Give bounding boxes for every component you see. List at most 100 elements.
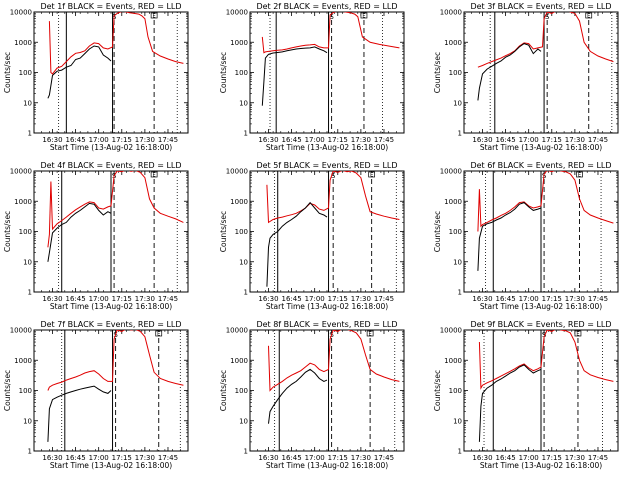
x-tick-label: 17:15 [112, 295, 132, 303]
x-tick-label: 17:45 [588, 295, 608, 303]
y-tick-label: 100 [449, 69, 462, 77]
end-marker-box [150, 171, 158, 178]
y-tick-label: 10000 [226, 9, 248, 17]
x-tick-label: 17:15 [542, 295, 562, 303]
x-tick-label: 17:15 [328, 295, 348, 303]
y-tick-label: 100 [235, 387, 248, 395]
y-tick-label: 1000 [444, 39, 462, 47]
y-tick-label: 10 [239, 258, 248, 266]
y-tick-label: 1000 [444, 198, 462, 206]
x-tick-label: 17:15 [328, 136, 348, 144]
panel-9: Det 9f BLACK = Events, RED = LLD 1 10 100 10… [433, 320, 619, 470]
events-series-line [478, 364, 542, 442]
y-tick-label: 100 [19, 387, 32, 395]
y-tick-label: 10000 [440, 168, 462, 176]
end-marker-box [585, 12, 593, 19]
end-marker-box [150, 12, 158, 19]
x-axis-label: Start Time (13-Aug-02 16:18:00) [266, 461, 388, 470]
y-tick-label: 10 [239, 417, 248, 425]
y-tick-label: 1000 [230, 39, 248, 47]
y-tick-label: 1 [244, 448, 248, 456]
events-series-line [47, 385, 112, 442]
x-tick-label: 16:30 [472, 454, 492, 462]
y-tick-label: 1000 [230, 357, 248, 365]
x-tick-label: 16:45 [495, 136, 515, 144]
x-tick-label: 17:00 [519, 295, 539, 303]
x-tick-label: 16:45 [495, 454, 515, 462]
y-axis-label: Counts/sec [433, 211, 442, 252]
x-tick-label: 17:45 [374, 295, 394, 303]
x-tick-label: 17:45 [374, 136, 394, 144]
x-tick-label: 16:45 [65, 136, 85, 144]
y-tick-label: 1 [458, 448, 462, 456]
end-marker-box [368, 171, 376, 178]
y-axis-label: Counts/sec [219, 370, 228, 411]
x-tick-label: 17:00 [89, 454, 109, 462]
x-axis-label: Start Time (13-Aug-02 16:18:00) [480, 461, 602, 470]
panel-title: Det 1f BLACK = Events, RED = LLD [40, 2, 181, 11]
y-axis-label: Counts/sec [3, 370, 12, 411]
start-marker: S [545, 13, 550, 21]
end-marker: E [587, 14, 590, 20]
lld-series-line [266, 171, 400, 224]
end-marker: E [576, 332, 579, 338]
y-tick-label: 1 [458, 130, 462, 138]
y-axis-label: Counts/sec [433, 370, 442, 411]
x-axis-label: Start Time (13-Aug-02 16:18:00) [480, 302, 602, 311]
y-tick-label: 100 [449, 228, 462, 236]
x-tick-label: 17:30 [351, 295, 371, 303]
y-tick-label: 10000 [440, 327, 462, 335]
y-tick-label: 1 [28, 289, 32, 297]
end-marker: E [370, 173, 373, 179]
end-marker: E [369, 332, 372, 338]
x-tick-label: 17:15 [542, 454, 562, 462]
y-axis-label: Counts/sec [433, 52, 442, 93]
x-tick-label: 17:45 [158, 295, 178, 303]
y-tick-label: 100 [449, 387, 462, 395]
y-tick-label: 10000 [226, 168, 248, 176]
x-tick-label: 17:45 [158, 136, 178, 144]
end-marker: E [157, 332, 160, 338]
y-tick-label: 10 [453, 417, 462, 425]
panel-3: Det 3f BLACK = Events, RED = LLD 1 10 100 10… [433, 2, 619, 152]
panel-title: Det 2f BLACK = Events, RED = LLD [256, 2, 397, 11]
lld-series-line [268, 330, 400, 392]
plot-frame [463, 11, 619, 134]
x-tick-label: 17:30 [565, 136, 585, 144]
panel-4: Det 4f BLACK = Events, RED = LLD 1 10 100 10… [3, 161, 189, 311]
events-series-line [261, 46, 328, 106]
y-tick-label: 100 [235, 228, 248, 236]
x-tick-label: 17:15 [112, 136, 132, 144]
lld-series-line [48, 12, 184, 75]
x-tick-label: 16:45 [65, 454, 85, 462]
end-marker: E [578, 173, 581, 179]
x-tick-label: 17:00 [89, 295, 109, 303]
panel-title: Det 9f BLACK = Events, RED = LLD [470, 320, 611, 329]
x-axis-label: Start Time (13-Aug-02 16:18:00) [480, 143, 602, 152]
x-tick-label: 17:30 [135, 454, 155, 462]
lld-series-line [477, 171, 614, 232]
x-tick-label: 17:00 [519, 136, 539, 144]
y-axis-label: Counts/sec [3, 211, 12, 252]
y-tick-label: 1000 [444, 357, 462, 365]
x-axis-label: Start Time (13-Aug-02 16:18:00) [50, 461, 172, 470]
lld-series-line [47, 171, 184, 248]
x-tick-label: 17:00 [305, 454, 325, 462]
y-axis-label: Counts/sec [219, 211, 228, 252]
y-tick-label: 100 [19, 69, 32, 77]
panel-6: Det 6f BLACK = Events, RED = LLD 1 10 100 10… [433, 161, 619, 311]
lld-series-line [477, 12, 614, 68]
end-marker-box [576, 171, 583, 178]
x-tick-label: 16:45 [65, 295, 85, 303]
x-axis-label: Start Time (13-Aug-02 16:18:00) [266, 143, 388, 152]
y-tick-label: 1000 [230, 198, 248, 206]
y-tick-label: 10 [453, 99, 462, 107]
x-tick-label: 17:30 [351, 454, 371, 462]
events-series-line [477, 43, 542, 101]
x-tick-label: 16:45 [281, 295, 301, 303]
end-marker-box [155, 330, 163, 337]
y-tick-label: 10000 [10, 168, 32, 176]
x-tick-label: 17:30 [565, 295, 585, 303]
panel-title: Det 5f BLACK = Events, RED = LLD [256, 161, 397, 170]
